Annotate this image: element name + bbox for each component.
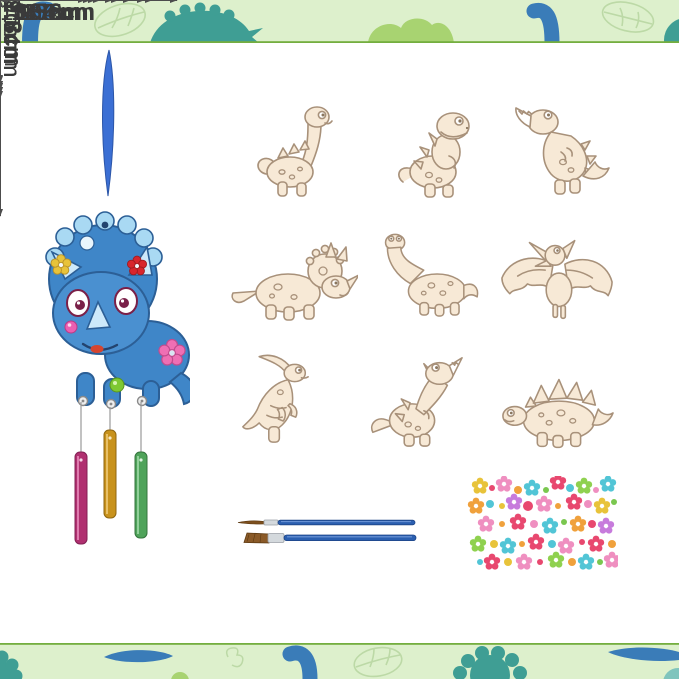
green-bushes-icon xyxy=(368,18,454,43)
cutout4-width-label: 14.4cm xyxy=(11,0,89,25)
t-rex-standing-cutout-image xyxy=(398,112,470,198)
cutout1-width-label: 9.7cm xyxy=(17,0,83,25)
gem-sheet-height-label: 10cm xyxy=(0,0,26,58)
cutout2-height-label: 10.4cm xyxy=(0,0,26,78)
windchime-height-label: 9.8cm xyxy=(0,0,27,68)
windchime-width-label: 10.5cm xyxy=(0,0,82,26)
cutout9-height-label: 7.6cm xyxy=(0,0,26,65)
tube-length-label: 7.8cm xyxy=(0,0,26,65)
t-rex-roaring-cutout-image xyxy=(515,107,610,195)
cutout3-width-label: 10.5cm xyxy=(16,0,94,25)
cutout9-width-label: 13cm xyxy=(21,0,79,25)
liner-brush-icon xyxy=(237,519,416,526)
green-tube-icon xyxy=(134,451,148,539)
sauropod-cutout-image xyxy=(257,106,333,197)
teal-spiky-sun-icon xyxy=(453,646,527,679)
brachiosaurus-cutout-image xyxy=(384,233,479,317)
stegosaurus-cutout-image xyxy=(502,378,614,449)
top-border-decoration xyxy=(0,0,679,43)
triceratops-windchime-image xyxy=(45,211,190,410)
gold-tube-icon xyxy=(103,429,117,519)
gem-sheet-height-arrow xyxy=(0,0,3,91)
teal-spiky-blob-icon xyxy=(0,650,23,679)
leaf-icon xyxy=(353,646,403,678)
leaf-icon xyxy=(601,1,655,33)
ribbon-hanger-icon xyxy=(102,49,115,197)
cutout7-width-label: 13.1cm xyxy=(11,0,89,25)
green-blob-icon xyxy=(171,672,189,679)
blue-dino-neck-icon xyxy=(22,1,56,43)
triceratops-cutout-image xyxy=(231,242,358,321)
cutout5-height-label: 9.7cm xyxy=(0,0,26,65)
paint-brushes-image xyxy=(237,519,417,544)
green-gem-icon xyxy=(109,377,125,393)
t-rex-attacking-cutout-image xyxy=(371,357,463,447)
cutout3-height-label: 10.4cm xyxy=(0,0,26,78)
brush-length-label: 16.8cm xyxy=(14,0,96,26)
teal-blob-icon xyxy=(663,668,679,679)
cutout7-height-label: 9.5cm xyxy=(0,0,26,65)
cutout8-width-label: 11.5cm xyxy=(11,0,89,25)
cutout5-width-label: 13.2cm xyxy=(16,0,94,25)
blue-dino-neck-icon xyxy=(526,2,560,43)
gem-sticker-sheet-image xyxy=(466,476,618,572)
bottom-border-decoration xyxy=(0,643,679,679)
cutout8-height-label: 9cm xyxy=(0,0,26,45)
chime-tubes-image xyxy=(74,402,148,545)
outline-squiggle-icon xyxy=(225,647,244,668)
cutout4-height-label: 8.6cm xyxy=(0,0,26,65)
teal-stegosaurus-icon xyxy=(150,2,263,43)
cutout1-height-label: 10.4cm xyxy=(0,0,26,78)
cutout6-width-label: 13.3cm xyxy=(16,0,94,25)
leaf-icon xyxy=(94,2,146,38)
gem-sheet-width-label: 15cm xyxy=(21,0,79,25)
pterodactyl-cutout-image xyxy=(501,239,613,320)
cutout6-height-label: 9.8cm xyxy=(0,0,26,65)
blue-swoosh-icon xyxy=(608,647,679,662)
gem-sheet-width-arrow xyxy=(0,0,153,3)
teal-blob-icon xyxy=(664,19,679,43)
magenta-tube-icon xyxy=(74,451,88,545)
blue-dino-neck-icon xyxy=(282,645,318,679)
pink-gem-icon xyxy=(64,320,78,334)
parasaurolophus-cutout-image xyxy=(242,354,309,443)
flat-brush-icon xyxy=(243,532,417,544)
cutout2-width-label: 10.5cm xyxy=(16,0,94,25)
blue-dino-back-icon xyxy=(104,650,173,663)
